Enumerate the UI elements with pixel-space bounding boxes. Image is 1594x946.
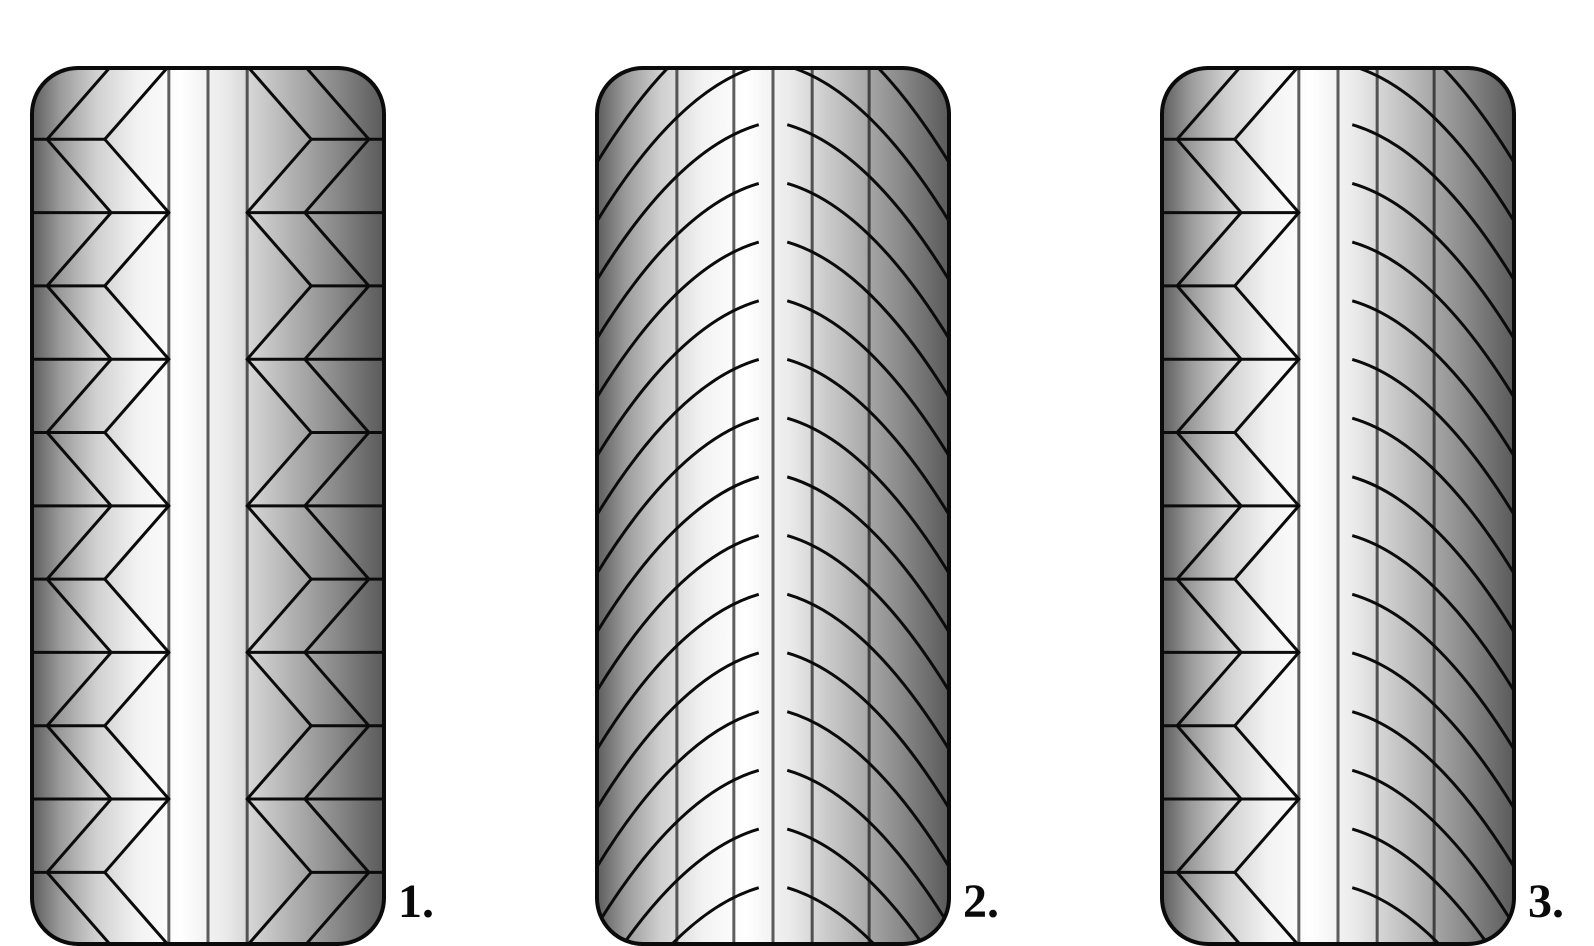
tire-label-3: 3. — [1528, 878, 1564, 946]
tire-cell-3: 3. — [1160, 66, 1564, 946]
tire-3 — [1160, 66, 1516, 946]
tire-wrap-3 — [1160, 66, 1516, 946]
tire-1 — [30, 66, 386, 946]
tire-cell-2: 2. — [595, 66, 999, 946]
tire-wrap-2 — [595, 66, 951, 946]
tire-cell-1: 1. — [30, 66, 434, 946]
tire-label-1: 1. — [398, 878, 434, 946]
tire-2 — [595, 66, 951, 946]
tire-wrap-1 — [30, 66, 386, 946]
tire-label-2: 2. — [963, 878, 999, 946]
